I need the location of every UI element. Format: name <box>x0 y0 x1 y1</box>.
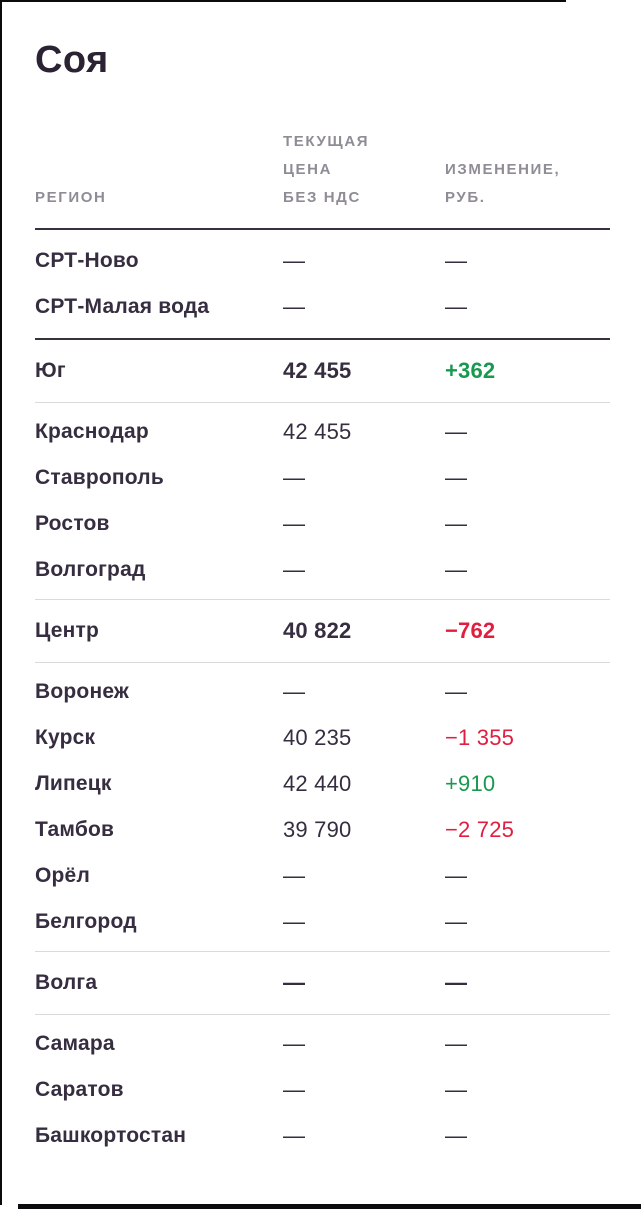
region-label: Ставрополь <box>35 466 164 489</box>
page-title: Соя <box>35 39 109 81</box>
change-value: −1 355 <box>445 725 515 750</box>
change-value: — <box>445 419 468 444</box>
region-label: СРТ-Ново <box>35 249 139 272</box>
price-card: Соя РЕГИОН ТЕКУЩАЯ ЦЕНА БЕЗ НДС ИЗМЕНЕНИ… <box>35 39 610 1165</box>
price-value: — <box>283 909 306 934</box>
change-value: +910 <box>445 771 496 796</box>
region-label: Белгород <box>35 910 137 933</box>
table-row: Самара — — <box>35 1021 610 1067</box>
table-row-section-volga: Волга — — <box>35 952 610 1014</box>
divider-light <box>35 662 610 663</box>
change-value: — <box>445 679 468 704</box>
change-value: −2 725 <box>445 817 515 842</box>
change-value: — <box>445 465 468 490</box>
table-row: Волгоград — — <box>35 547 610 593</box>
table-row: Белгород — — <box>35 899 610 945</box>
column-header-change: ИЗМЕНЕНИЕ, РУБ. <box>445 161 561 206</box>
group-srt: СРТ-Ново — — СРТ-Малая вода — — <box>35 230 610 338</box>
table-row: Саратов — — <box>35 1067 610 1113</box>
region-label: Центр <box>35 619 100 642</box>
region-label: Орёл <box>35 864 90 887</box>
price-value: — <box>283 1031 306 1056</box>
table-row: Курск 40 235 −1 355 <box>35 715 610 761</box>
change-value: — <box>445 863 468 888</box>
change-value: +362 <box>445 358 496 383</box>
table-row: Ростов — — <box>35 501 610 547</box>
change-value: — <box>445 248 468 273</box>
change-value: — <box>445 294 468 319</box>
change-value: — <box>445 1123 468 1148</box>
price-value: — <box>283 1123 306 1148</box>
region-label: Курск <box>35 726 96 749</box>
region-label: Ростов <box>35 512 110 535</box>
price-value: 40 822 <box>283 618 352 643</box>
price-value: — <box>283 248 306 273</box>
price-value: 40 235 <box>283 725 352 750</box>
price-table: РЕГИОН ТЕКУЩАЯ ЦЕНА БЕЗ НДС ИЗМЕНЕНИЕ, Р… <box>35 128 610 1165</box>
price-value: — <box>283 465 306 490</box>
card-border-bottom <box>18 1204 641 1209</box>
region-label: Юг <box>35 359 66 382</box>
divider-light <box>35 1014 610 1015</box>
change-value: — <box>445 970 468 995</box>
region-label: Саратов <box>35 1078 124 1101</box>
table-row-section-yug: Юг 42 455 +362 <box>35 340 610 402</box>
change-value: — <box>445 557 468 582</box>
divider-heavy <box>35 338 610 340</box>
table-row: Липецк 42 440 +910 <box>35 761 610 807</box>
region-label: Воронеж <box>35 680 130 703</box>
card-border-left <box>0 0 2 1205</box>
group-centr: Воронеж — — Курск 40 235 −1 355 Липецк 4… <box>35 663 610 951</box>
price-value: — <box>283 511 306 536</box>
divider-heavy <box>35 228 610 230</box>
region-label: Тамбов <box>35 818 115 841</box>
table-row: СРТ-Ново — — <box>35 238 610 284</box>
table-row-section-centr: Центр 40 822 −762 <box>35 600 610 662</box>
price-value: 42 455 <box>283 358 352 383</box>
divider-light <box>35 402 610 403</box>
table-row: Ставрополь — — <box>35 455 610 501</box>
price-value: 42 455 <box>283 419 352 444</box>
column-header-region: РЕГИОН <box>35 189 107 206</box>
divider-light <box>35 951 610 952</box>
price-value: — <box>283 863 306 888</box>
table-row: СРТ-Малая вода — — <box>35 284 610 330</box>
region-label: Липецк <box>35 772 112 795</box>
change-value: — <box>445 1077 468 1102</box>
region-label: Башкортостан <box>35 1124 187 1147</box>
price-value: — <box>283 679 306 704</box>
table-row: Воронеж — — <box>35 669 610 715</box>
group-yug: Краснодар 42 455 — Ставрополь — — Ростов… <box>35 403 610 599</box>
region-label: Волгоград <box>35 558 146 581</box>
region-label: Краснодар <box>35 420 149 443</box>
table-header-row: РЕГИОН ТЕКУЩАЯ ЦЕНА БЕЗ НДС ИЗМЕНЕНИЕ, Р… <box>35 128 610 228</box>
table-row: Башкортостан — — <box>35 1113 610 1159</box>
card-border-top <box>0 0 566 2</box>
price-value: 39 790 <box>283 817 352 842</box>
price-value: — <box>283 557 306 582</box>
region-label: Самара <box>35 1032 115 1055</box>
price-value: — <box>283 1077 306 1102</box>
table-row: Орёл — — <box>35 853 610 899</box>
change-value: — <box>445 909 468 934</box>
column-header-price: ТЕКУЩАЯ ЦЕНА БЕЗ НДС <box>283 133 370 206</box>
divider-light <box>35 599 610 600</box>
table-row: Тамбов 39 790 −2 725 <box>35 807 610 853</box>
region-label: СРТ-Малая вода <box>35 295 210 318</box>
price-value: 42 440 <box>283 771 352 796</box>
change-value: — <box>445 1031 468 1056</box>
change-value: −762 <box>445 618 496 643</box>
group-volga: Самара — — Саратов — — Башкортостан — — <box>35 1015 610 1165</box>
change-value: — <box>445 511 468 536</box>
region-label: Волга <box>35 971 98 994</box>
price-value: — <box>283 294 306 319</box>
price-value: — <box>283 970 306 995</box>
table-row: Краснодар 42 455 — <box>35 409 610 455</box>
